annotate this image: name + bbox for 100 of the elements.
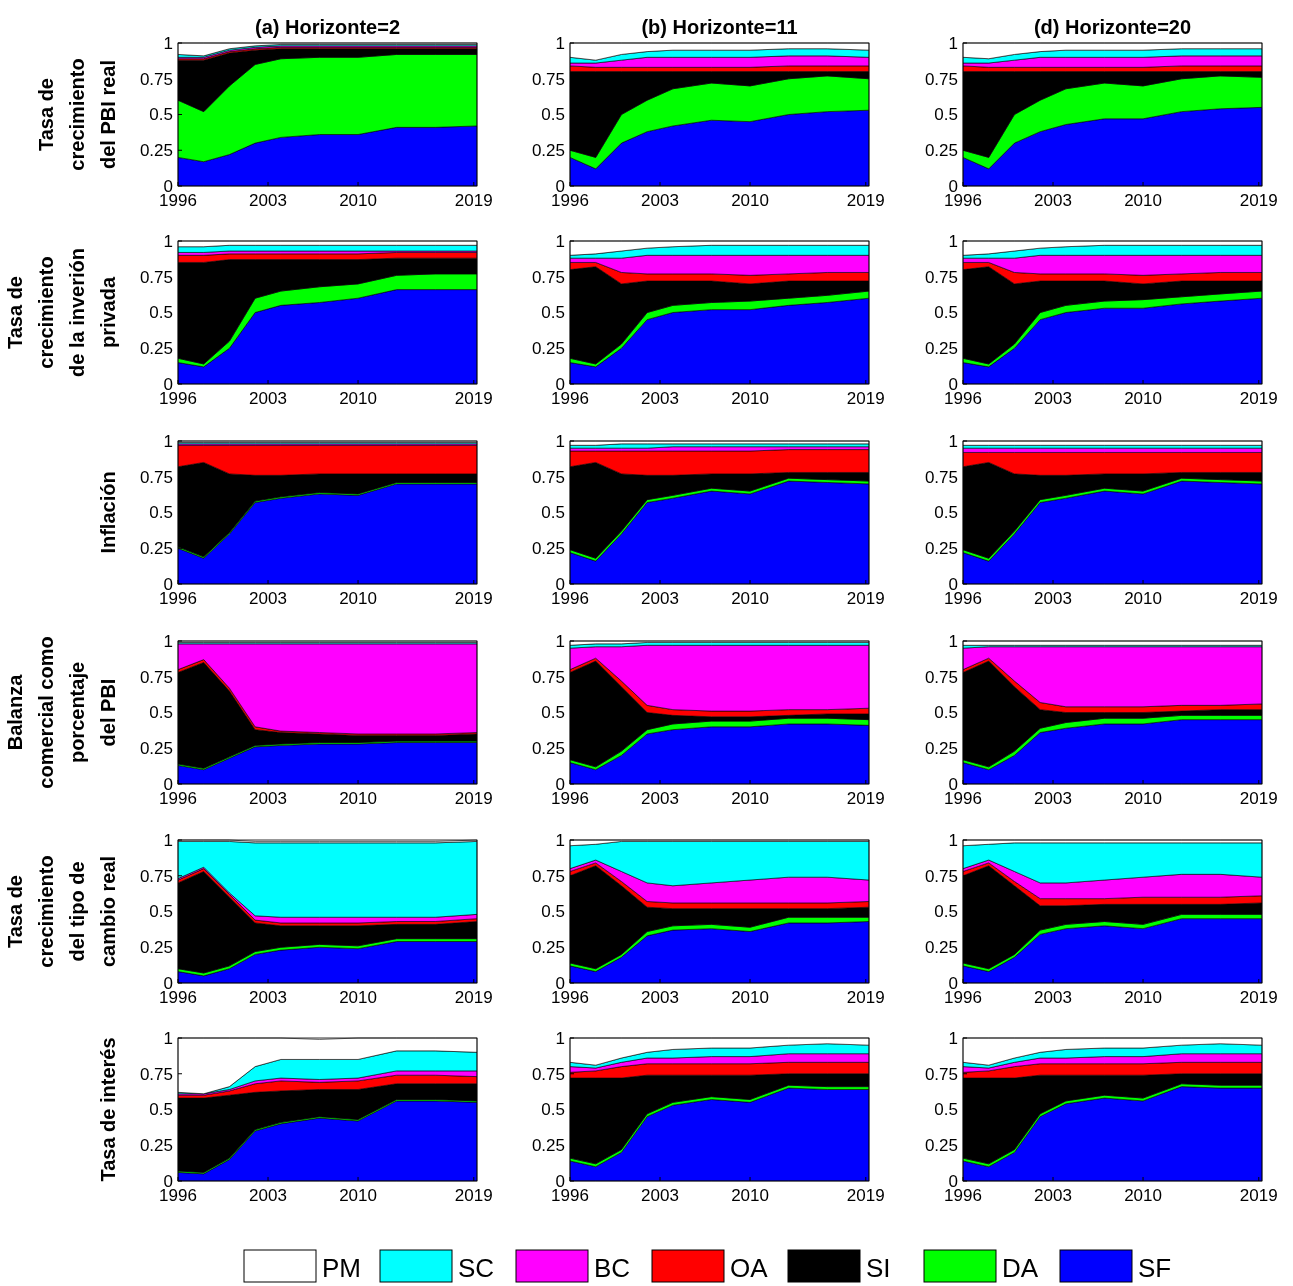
y-tick-label: 0.25 [531, 938, 565, 958]
x-tick-label: 2003 [641, 1186, 679, 1205]
x-tick-label: 1996 [551, 789, 589, 808]
y-tick-label: 1 [555, 231, 565, 251]
x-tick-label: 2019 [454, 1186, 493, 1205]
y-tick-label: 0.25 [924, 1136, 958, 1156]
y-tick-label: 0.25 [139, 141, 173, 161]
y-tick-label: 1 [948, 33, 958, 53]
y-tick-label: 1 [555, 431, 565, 451]
y-tick-label: 0.75 [924, 866, 958, 886]
x-tick-label: 2019 [454, 389, 493, 408]
y-tick-label: 0.5 [541, 503, 565, 523]
y-tick-label: 1 [163, 1028, 173, 1048]
y-tick-label: 0.75 [139, 69, 173, 89]
x-tick-label: 2010 [731, 789, 769, 808]
chart-title: (d) Horizonte=20 [1033, 16, 1192, 38]
x-tick-label: 2003 [641, 389, 679, 408]
y-tick-label: 0.5 [541, 303, 565, 323]
y-tick-label: 0.75 [924, 667, 958, 687]
y-tick-label: 0.5 [934, 105, 958, 125]
x-tick-label: 2019 [1239, 789, 1278, 808]
x-tick-label: 2010 [731, 1186, 769, 1205]
y-tick-label: 0.75 [531, 467, 565, 487]
x-tick-label: 2019 [846, 789, 885, 808]
x-tick-label: 2019 [454, 191, 493, 210]
x-tick-label: 1996 [551, 589, 589, 608]
x-tick-label: 2010 [339, 789, 377, 808]
y-tick-label: 0.5 [934, 703, 958, 723]
x-tick-label: 2003 [641, 191, 679, 210]
x-tick-label: 2010 [339, 389, 377, 408]
y-tick-label: 0.5 [149, 503, 173, 523]
x-tick-label: 2003 [1034, 589, 1072, 608]
x-tick-label: 2010 [1124, 589, 1162, 608]
y-tick-label: 0.25 [139, 739, 173, 759]
x-tick-label: 1996 [159, 1186, 197, 1205]
x-tick-label: 2003 [641, 789, 679, 808]
y-axis-title: Inflación [97, 471, 119, 554]
x-tick-label: 1996 [551, 191, 589, 210]
x-tick-label: 2003 [1034, 191, 1072, 210]
legend-label: OA [730, 1253, 769, 1283]
y-tick-label: 1 [948, 830, 958, 850]
x-tick-label: 2003 [641, 589, 679, 608]
legend-label: PM [322, 1253, 361, 1283]
x-tick-label: 1996 [944, 389, 982, 408]
x-tick-label: 2010 [731, 589, 769, 608]
y-tick-label: 0.75 [924, 467, 958, 487]
y-tick-label: 0.25 [924, 539, 958, 559]
y-tick-label: 1 [555, 33, 565, 53]
y-tick-label: 0.5 [149, 1100, 173, 1120]
y-tick-label: 0.75 [531, 866, 565, 886]
y-tick-label: 0.75 [924, 267, 958, 287]
y-tick-label: 0.25 [924, 141, 958, 161]
x-tick-label: 2003 [249, 589, 287, 608]
x-tick-label: 2019 [454, 789, 493, 808]
y-tick-label: 0.75 [139, 267, 173, 287]
y-tick-label: 0.75 [531, 267, 565, 287]
x-tick-label: 1996 [159, 789, 197, 808]
y-tick-label: 0.5 [541, 1100, 565, 1120]
y-tick-label: 0.5 [541, 105, 565, 125]
y-tick-label: 0.25 [531, 141, 565, 161]
y-tick-label: 0.25 [531, 339, 565, 359]
x-tick-label: 2010 [1124, 988, 1162, 1007]
x-tick-label: 2010 [1124, 789, 1162, 808]
x-tick-label: 1996 [551, 988, 589, 1007]
y-tick-label: 0.75 [139, 467, 173, 487]
x-tick-label: 2019 [454, 589, 493, 608]
x-tick-label: 2019 [846, 389, 885, 408]
y-tick-label: 0.75 [139, 1064, 173, 1084]
x-tick-label: 2019 [846, 191, 885, 210]
x-tick-label: 1996 [159, 988, 197, 1007]
y-tick-label: 0.25 [531, 739, 565, 759]
x-tick-label: 2003 [249, 1186, 287, 1205]
y-tick-label: 1 [555, 830, 565, 850]
x-tick-label: 1996 [551, 389, 589, 408]
legend-label: DA [1002, 1253, 1039, 1283]
x-tick-label: 2010 [339, 589, 377, 608]
y-tick-label: 0.5 [149, 902, 173, 922]
x-tick-label: 2019 [1239, 389, 1278, 408]
y-tick-label: 1 [948, 431, 958, 451]
y-tick-label: 0.25 [139, 339, 173, 359]
y-tick-label: 0.5 [149, 105, 173, 125]
x-tick-label: 2010 [731, 988, 769, 1007]
x-tick-label: 1996 [944, 1186, 982, 1205]
y-tick-label: 1 [948, 231, 958, 251]
x-tick-label: 1996 [944, 789, 982, 808]
x-tick-label: 1996 [159, 389, 197, 408]
y-tick-label: 0.25 [531, 539, 565, 559]
y-tick-label: 0.25 [139, 938, 173, 958]
y-tick-label: 1 [555, 1028, 565, 1048]
x-tick-label: 2003 [249, 988, 287, 1007]
x-tick-label: 2010 [339, 191, 377, 210]
y-tick-label: 1 [163, 231, 173, 251]
x-tick-label: 1996 [159, 191, 197, 210]
y-axis-title: Tasa de crecimiento del PBI real [35, 58, 119, 171]
y-tick-label: 1 [948, 631, 958, 651]
y-tick-label: 0.5 [541, 902, 565, 922]
x-tick-label: 2003 [1034, 988, 1072, 1007]
y-tick-label: 0.5 [541, 703, 565, 723]
x-tick-label: 1996 [944, 988, 982, 1007]
y-tick-label: 1 [948, 1028, 958, 1048]
